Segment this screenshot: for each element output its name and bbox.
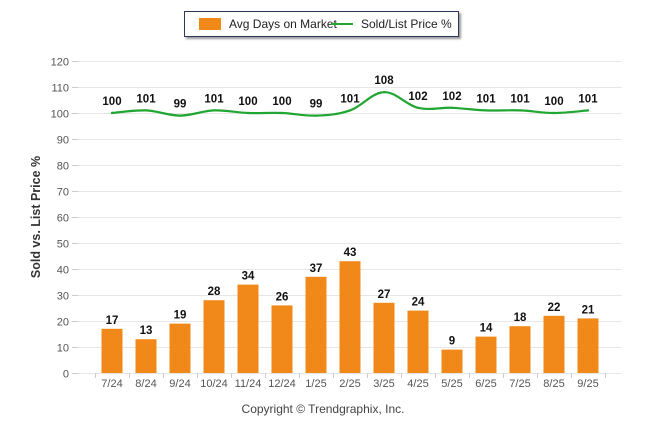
y-tick-label: 50 bbox=[57, 239, 69, 251]
x-tick-label: 7/24 bbox=[101, 378, 122, 390]
bar-data-label: 18 bbox=[514, 312, 527, 324]
line-data-label: 101 bbox=[340, 93, 360, 105]
line-point bbox=[450, 106, 454, 110]
line-point bbox=[382, 91, 386, 94]
line-data-label: 100 bbox=[102, 96, 121, 108]
y-tick-label: 120 bbox=[51, 57, 69, 69]
y-tick-label: 100 bbox=[51, 109, 69, 121]
bar bbox=[305, 276, 327, 373]
y-tick-label: 20 bbox=[57, 317, 69, 329]
line-data-label: 101 bbox=[510, 93, 530, 105]
line-point bbox=[246, 111, 250, 115]
x-tick-label: 5/25 bbox=[441, 378, 462, 390]
line-data-label: 99 bbox=[174, 99, 187, 111]
bar bbox=[441, 349, 463, 373]
line-data-label: 100 bbox=[272, 96, 291, 108]
legend-bar-swatch-icon bbox=[199, 18, 221, 30]
bar bbox=[543, 315, 565, 373]
y-tick-label: 90 bbox=[57, 135, 69, 147]
line-data-label: 108 bbox=[374, 75, 394, 87]
line-point bbox=[586, 109, 590, 112]
bar bbox=[339, 261, 361, 373]
line-data-label: 101 bbox=[136, 93, 156, 105]
line-point bbox=[212, 109, 216, 112]
x-tick-label: 3/25 bbox=[373, 378, 394, 390]
bar-data-label: 14 bbox=[480, 323, 493, 335]
bar bbox=[475, 336, 497, 373]
line-data-label: 101 bbox=[476, 93, 496, 105]
bar-data-label: 24 bbox=[412, 297, 425, 309]
line-data-label: 100 bbox=[238, 96, 257, 108]
x-tick-label: 12/24 bbox=[268, 378, 296, 390]
legend-line-swatch-icon bbox=[331, 23, 353, 25]
line-point bbox=[348, 109, 352, 112]
bar bbox=[407, 310, 429, 373]
legend-item-sold-list[interactable]: Sold/List Price % bbox=[331, 17, 452, 31]
bar-data-label: 27 bbox=[378, 289, 391, 301]
bar-data-label: 21 bbox=[582, 304, 595, 316]
line-point bbox=[178, 114, 182, 117]
line-data-label: 99 bbox=[310, 99, 323, 111]
line-data-label: 101 bbox=[204, 93, 224, 105]
y-tick-label: 10 bbox=[57, 343, 69, 355]
y-tick-label: 80 bbox=[57, 161, 69, 173]
x-tick-label: 9/24 bbox=[169, 378, 190, 390]
copyright-text: Copyright © Trendgraphix, Inc. bbox=[241, 402, 405, 416]
x-tick-label: 8/24 bbox=[135, 378, 156, 390]
bar bbox=[169, 323, 191, 373]
bar bbox=[577, 318, 599, 373]
x-tick-label: 4/25 bbox=[407, 378, 428, 390]
bar bbox=[101, 328, 123, 373]
legend-item-avg-days[interactable]: Avg Days on Market bbox=[199, 17, 337, 31]
x-tick-label: 7/25 bbox=[509, 378, 530, 390]
bar-data-label: 22 bbox=[548, 302, 561, 314]
bar-data-label: 28 bbox=[208, 286, 221, 298]
line-data-label: 102 bbox=[442, 91, 461, 103]
bar-data-label: 26 bbox=[276, 291, 289, 303]
line-point bbox=[484, 109, 488, 112]
bar bbox=[509, 326, 531, 373]
line-data-label: 102 bbox=[408, 91, 427, 103]
line-data-label: 101 bbox=[578, 93, 598, 105]
bar-data-label: 9 bbox=[449, 336, 455, 348]
x-tick-label: 2/25 bbox=[339, 378, 360, 390]
line-point bbox=[110, 111, 114, 115]
x-tick-label: 11/24 bbox=[235, 378, 262, 390]
line-point bbox=[144, 109, 148, 112]
x-tick-label: 6/25 bbox=[475, 378, 496, 390]
x-tick-label: 9/25 bbox=[577, 378, 598, 390]
bar bbox=[373, 302, 395, 373]
line-point bbox=[552, 111, 556, 115]
line-point bbox=[416, 106, 420, 110]
y-tick-label: 70 bbox=[57, 187, 69, 199]
y-tick-label: 0 bbox=[63, 369, 69, 381]
legend: Avg Days on Market Sold/List Price % bbox=[184, 11, 459, 37]
y-tick-label: 30 bbox=[57, 291, 69, 303]
bar bbox=[237, 284, 259, 373]
bar-data-label: 37 bbox=[310, 263, 323, 275]
bar-data-label: 13 bbox=[140, 325, 153, 337]
legend-label-sold-list: Sold/List Price % bbox=[361, 17, 452, 31]
bar bbox=[135, 339, 157, 373]
bar-data-label: 19 bbox=[174, 310, 187, 322]
legend-label-avg-days: Avg Days on Market bbox=[229, 17, 337, 31]
x-tick-label: 10/24 bbox=[200, 378, 228, 390]
x-tick-label: 1/25 bbox=[305, 378, 326, 390]
bar bbox=[271, 305, 293, 373]
y-axis-title: Sold vs. List Price % bbox=[29, 155, 43, 279]
y-tick-label: 60 bbox=[57, 213, 69, 225]
line-data-label: 100 bbox=[544, 96, 563, 108]
line-point bbox=[280, 111, 284, 115]
x-tick-label: 8/25 bbox=[543, 378, 564, 390]
y-tick-label: 110 bbox=[51, 83, 69, 95]
bar-data-label: 17 bbox=[106, 315, 119, 327]
y-tick-label: 40 bbox=[57, 265, 69, 277]
line-point bbox=[314, 114, 318, 117]
line-point bbox=[518, 109, 522, 112]
bar bbox=[203, 300, 225, 373]
bar-data-label: 34 bbox=[242, 271, 255, 283]
bar-data-label: 43 bbox=[344, 247, 357, 259]
